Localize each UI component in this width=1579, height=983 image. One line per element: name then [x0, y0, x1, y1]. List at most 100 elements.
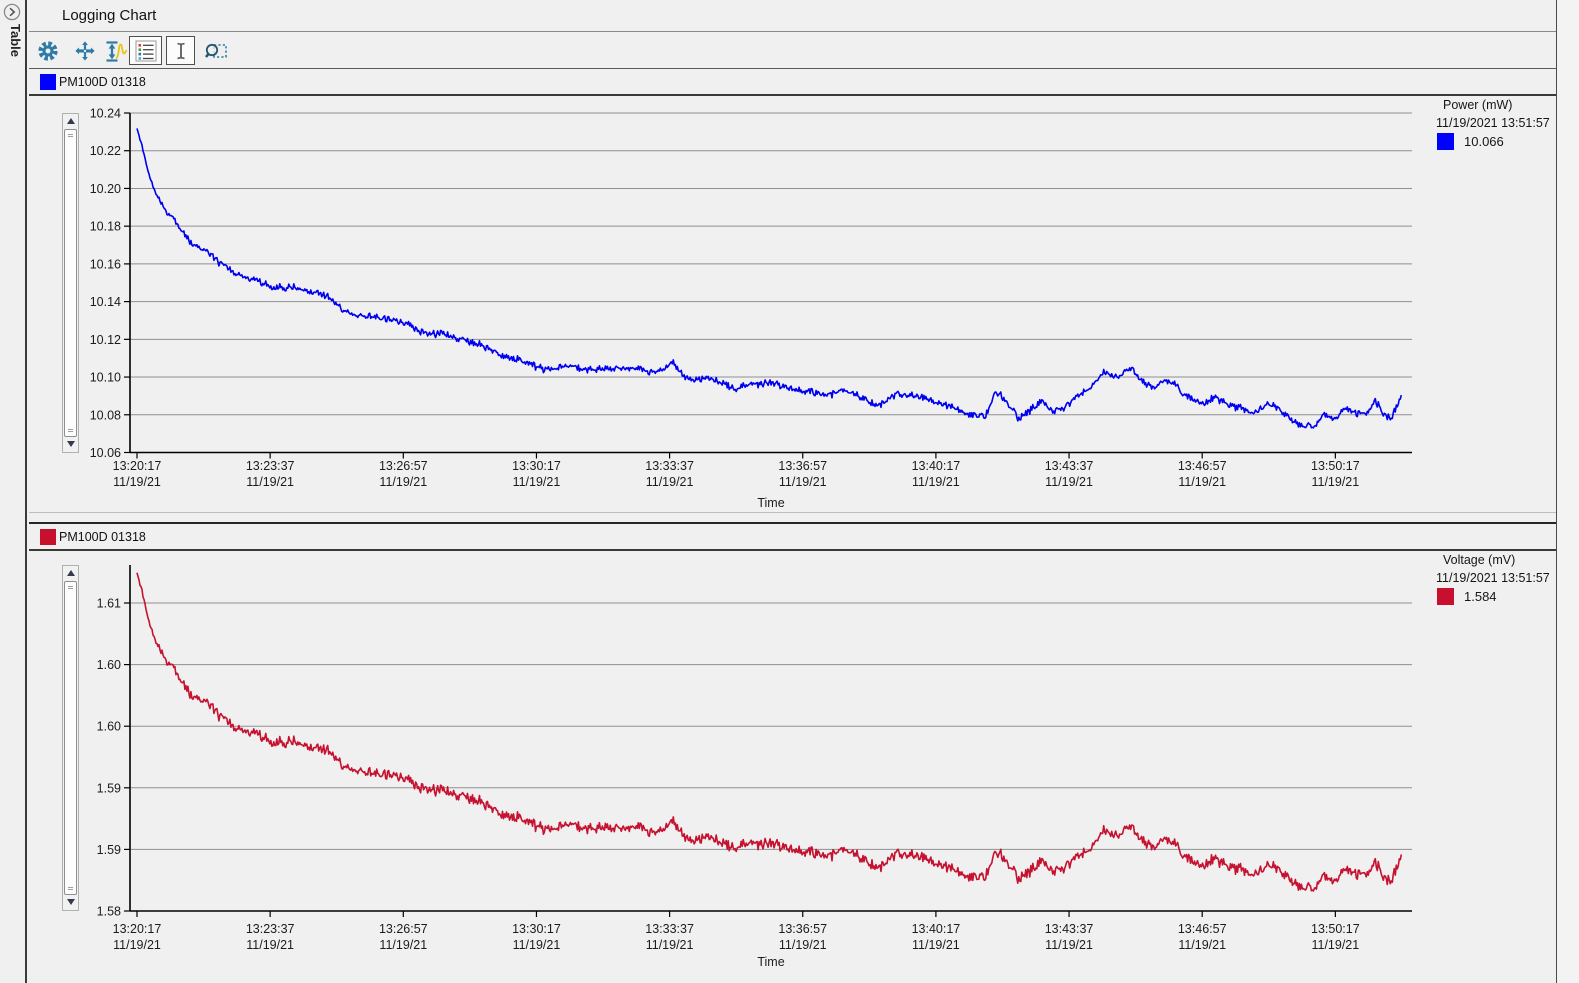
x-tick-date-label: 11/19/21 — [1178, 938, 1226, 952]
titlebar: Logging Chart — [29, 0, 1556, 32]
toolbar — [29, 33, 1556, 69]
y-tick-label: 10.08 — [90, 408, 121, 422]
autoscale-button[interactable] — [103, 39, 128, 69]
x-tick-time-label: 13:23:37 — [246, 922, 295, 936]
x-tick-date-label: 11/19/21 — [779, 475, 827, 489]
legend-timestamp: 11/19/2021 13:51:57 — [1436, 116, 1550, 130]
autoscale-axis-icon — [106, 41, 128, 62]
x-tick-time-label: 13:50:17 — [1311, 922, 1360, 936]
x-tick-time-label: 13:36:57 — [778, 922, 827, 936]
move-arrows-icon — [75, 41, 95, 61]
x-tick-time-label: 13:46:57 — [1178, 459, 1227, 473]
zoom-selection-icon — [204, 43, 227, 58]
legend-value-row: 10.066 — [1435, 133, 1556, 151]
x-tick-time-label: 13:26:57 — [379, 459, 428, 473]
x-tick-time-label: 13:46:57 — [1178, 922, 1227, 936]
legend-toggle-button[interactable] — [129, 36, 162, 65]
x-tick-date-label: 11/19/21 — [1311, 938, 1359, 952]
x-tick-date-label: 11/19/21 — [1045, 475, 1093, 489]
expand-table-panel-button[interactable] — [3, 3, 21, 21]
x-tick-date-label: 11/19/21 — [113, 938, 161, 952]
pan-button[interactable] — [74, 40, 96, 67]
power-chart-panel: 10.24 10.22 10.20 10.18 10.16 10.14 10.12 10.10… — [29, 97, 1556, 512]
y-tick-label: 10.20 — [90, 182, 121, 196]
series-header-voltage[interactable]: PM100D 01318 — [29, 524, 1556, 551]
y-tick-label: 10.12 — [90, 333, 121, 347]
scroll-up-button[interactable] — [63, 114, 78, 129]
x-tick-time-label: 13:33:37 — [645, 459, 694, 473]
series-header-power[interactable]: PM100D 01318 — [29, 69, 1556, 96]
legend-title: Voltage (mV) — [1443, 553, 1516, 567]
right-strip — [1557, 0, 1579, 983]
series-line-0 — [136, 128, 1403, 429]
x-tick-time-label: 13:26:57 — [379, 922, 428, 936]
voltage-chart-plot[interactable]: 1.61 1.60 1.60 1.59 1.59 1.58 13:20:17 11/19/21… — [29, 552, 1556, 983]
panel-divider-light — [29, 512, 1556, 513]
x-tick-date-label: 11/19/21 — [1045, 938, 1093, 952]
y-tick-label: 1.59 — [97, 781, 121, 795]
x-tick-date-label: 11/19/21 — [1311, 475, 1359, 489]
chevron-right-circle-icon — [3, 3, 21, 21]
settings-button[interactable] — [37, 40, 59, 67]
x-tick-date-label: 11/19/21 — [513, 475, 561, 489]
y-tick-label: 1.61 — [97, 597, 121, 611]
right-panel-divider — [1556, 0, 1557, 983]
scroll-down-button[interactable] — [63, 895, 78, 910]
x-tick-time-label: 13:50:17 — [1311, 459, 1360, 473]
x-tick-date-label: 11/19/21 — [379, 475, 427, 489]
x-tick-date-label: 11/19/21 — [246, 475, 294, 489]
page-title: Logging Chart — [62, 7, 157, 24]
legend-title: Power (mW) — [1443, 98, 1513, 112]
power-y-scrollbar — [62, 113, 79, 453]
series-line-1 — [136, 572, 1403, 892]
y-tick-label: 10.14 — [90, 295, 121, 309]
y-tick-label: 10.06 — [90, 446, 121, 460]
series-label-voltage: PM100D 01318 — [59, 530, 146, 544]
power-x-axis-title: Time — [757, 496, 785, 510]
power-legend: Power (mW) 11/19/2021 13:51:57 10.066 — [1435, 97, 1556, 151]
voltage-y-scrollbar — [62, 565, 79, 911]
legend-swatch-voltage — [1437, 588, 1454, 605]
y-tick-label: 10.16 — [90, 257, 121, 271]
y-tick-label: 10.18 — [90, 220, 121, 234]
x-tick-time-label: 13:40:17 — [912, 459, 961, 473]
scroll-up-button[interactable] — [63, 566, 78, 581]
x-tick-date-label: 11/19/21 — [513, 938, 561, 952]
x-tick-time-label: 13:20:17 — [113, 922, 162, 936]
x-tick-time-label: 13:23:37 — [246, 459, 295, 473]
y-tick-label: 10.10 — [90, 371, 121, 385]
text-cursor-icon — [176, 42, 185, 59]
y-tick-label: 1.59 — [97, 843, 121, 857]
power-chart-plot[interactable]: 10.24 10.22 10.20 10.18 10.16 10.14 10.12 10.10… — [29, 97, 1556, 512]
y-tick-label: 1.58 — [97, 905, 121, 919]
x-tick-date-label: 11/19/21 — [646, 475, 694, 489]
y-tick-label: 1.60 — [97, 658, 121, 672]
x-tick-time-label: 13:20:17 — [113, 459, 162, 473]
legend-current-value: 1.584 — [1464, 589, 1497, 604]
x-tick-date-label: 11/19/21 — [246, 938, 294, 952]
table-tab-label[interactable]: Table — [8, 24, 23, 57]
voltage-x-axis-title: Time — [757, 955, 785, 969]
legend-current-value: 10.066 — [1464, 134, 1504, 149]
voltage-legend: Voltage (mV) 11/19/2021 13:51:57 1.584 — [1435, 552, 1556, 606]
zoom-selection-button[interactable] — [203, 38, 229, 69]
x-tick-time-label: 13:33:37 — [645, 922, 694, 936]
cursor-toggle-button[interactable] — [166, 36, 195, 65]
x-tick-time-label: 13:43:37 — [1045, 922, 1094, 936]
scrollbar-thumb[interactable] — [64, 581, 77, 895]
voltage-chart-panel: 1.61 1.60 1.60 1.59 1.59 1.58 13:20:17 11/19/21… — [29, 552, 1556, 983]
x-tick-date-label: 11/19/21 — [912, 938, 960, 952]
table-panel-strip: Table — [0, 0, 27, 983]
y-tick-label: 10.24 — [90, 107, 121, 121]
scroll-down-button[interactable] — [63, 437, 78, 452]
x-tick-date-label: 11/19/21 — [379, 938, 427, 952]
panel-divider-dark — [29, 522, 1556, 524]
legend-list-icon — [135, 40, 156, 61]
y-tick-label: 1.60 — [97, 720, 121, 734]
series-label-power: PM100D 01318 — [59, 75, 146, 89]
x-tick-date-label: 11/19/21 — [646, 938, 694, 952]
legend-swatch-power — [1437, 133, 1454, 150]
gear-icon — [38, 41, 58, 61]
scrollbar-thumb[interactable] — [64, 129, 77, 437]
